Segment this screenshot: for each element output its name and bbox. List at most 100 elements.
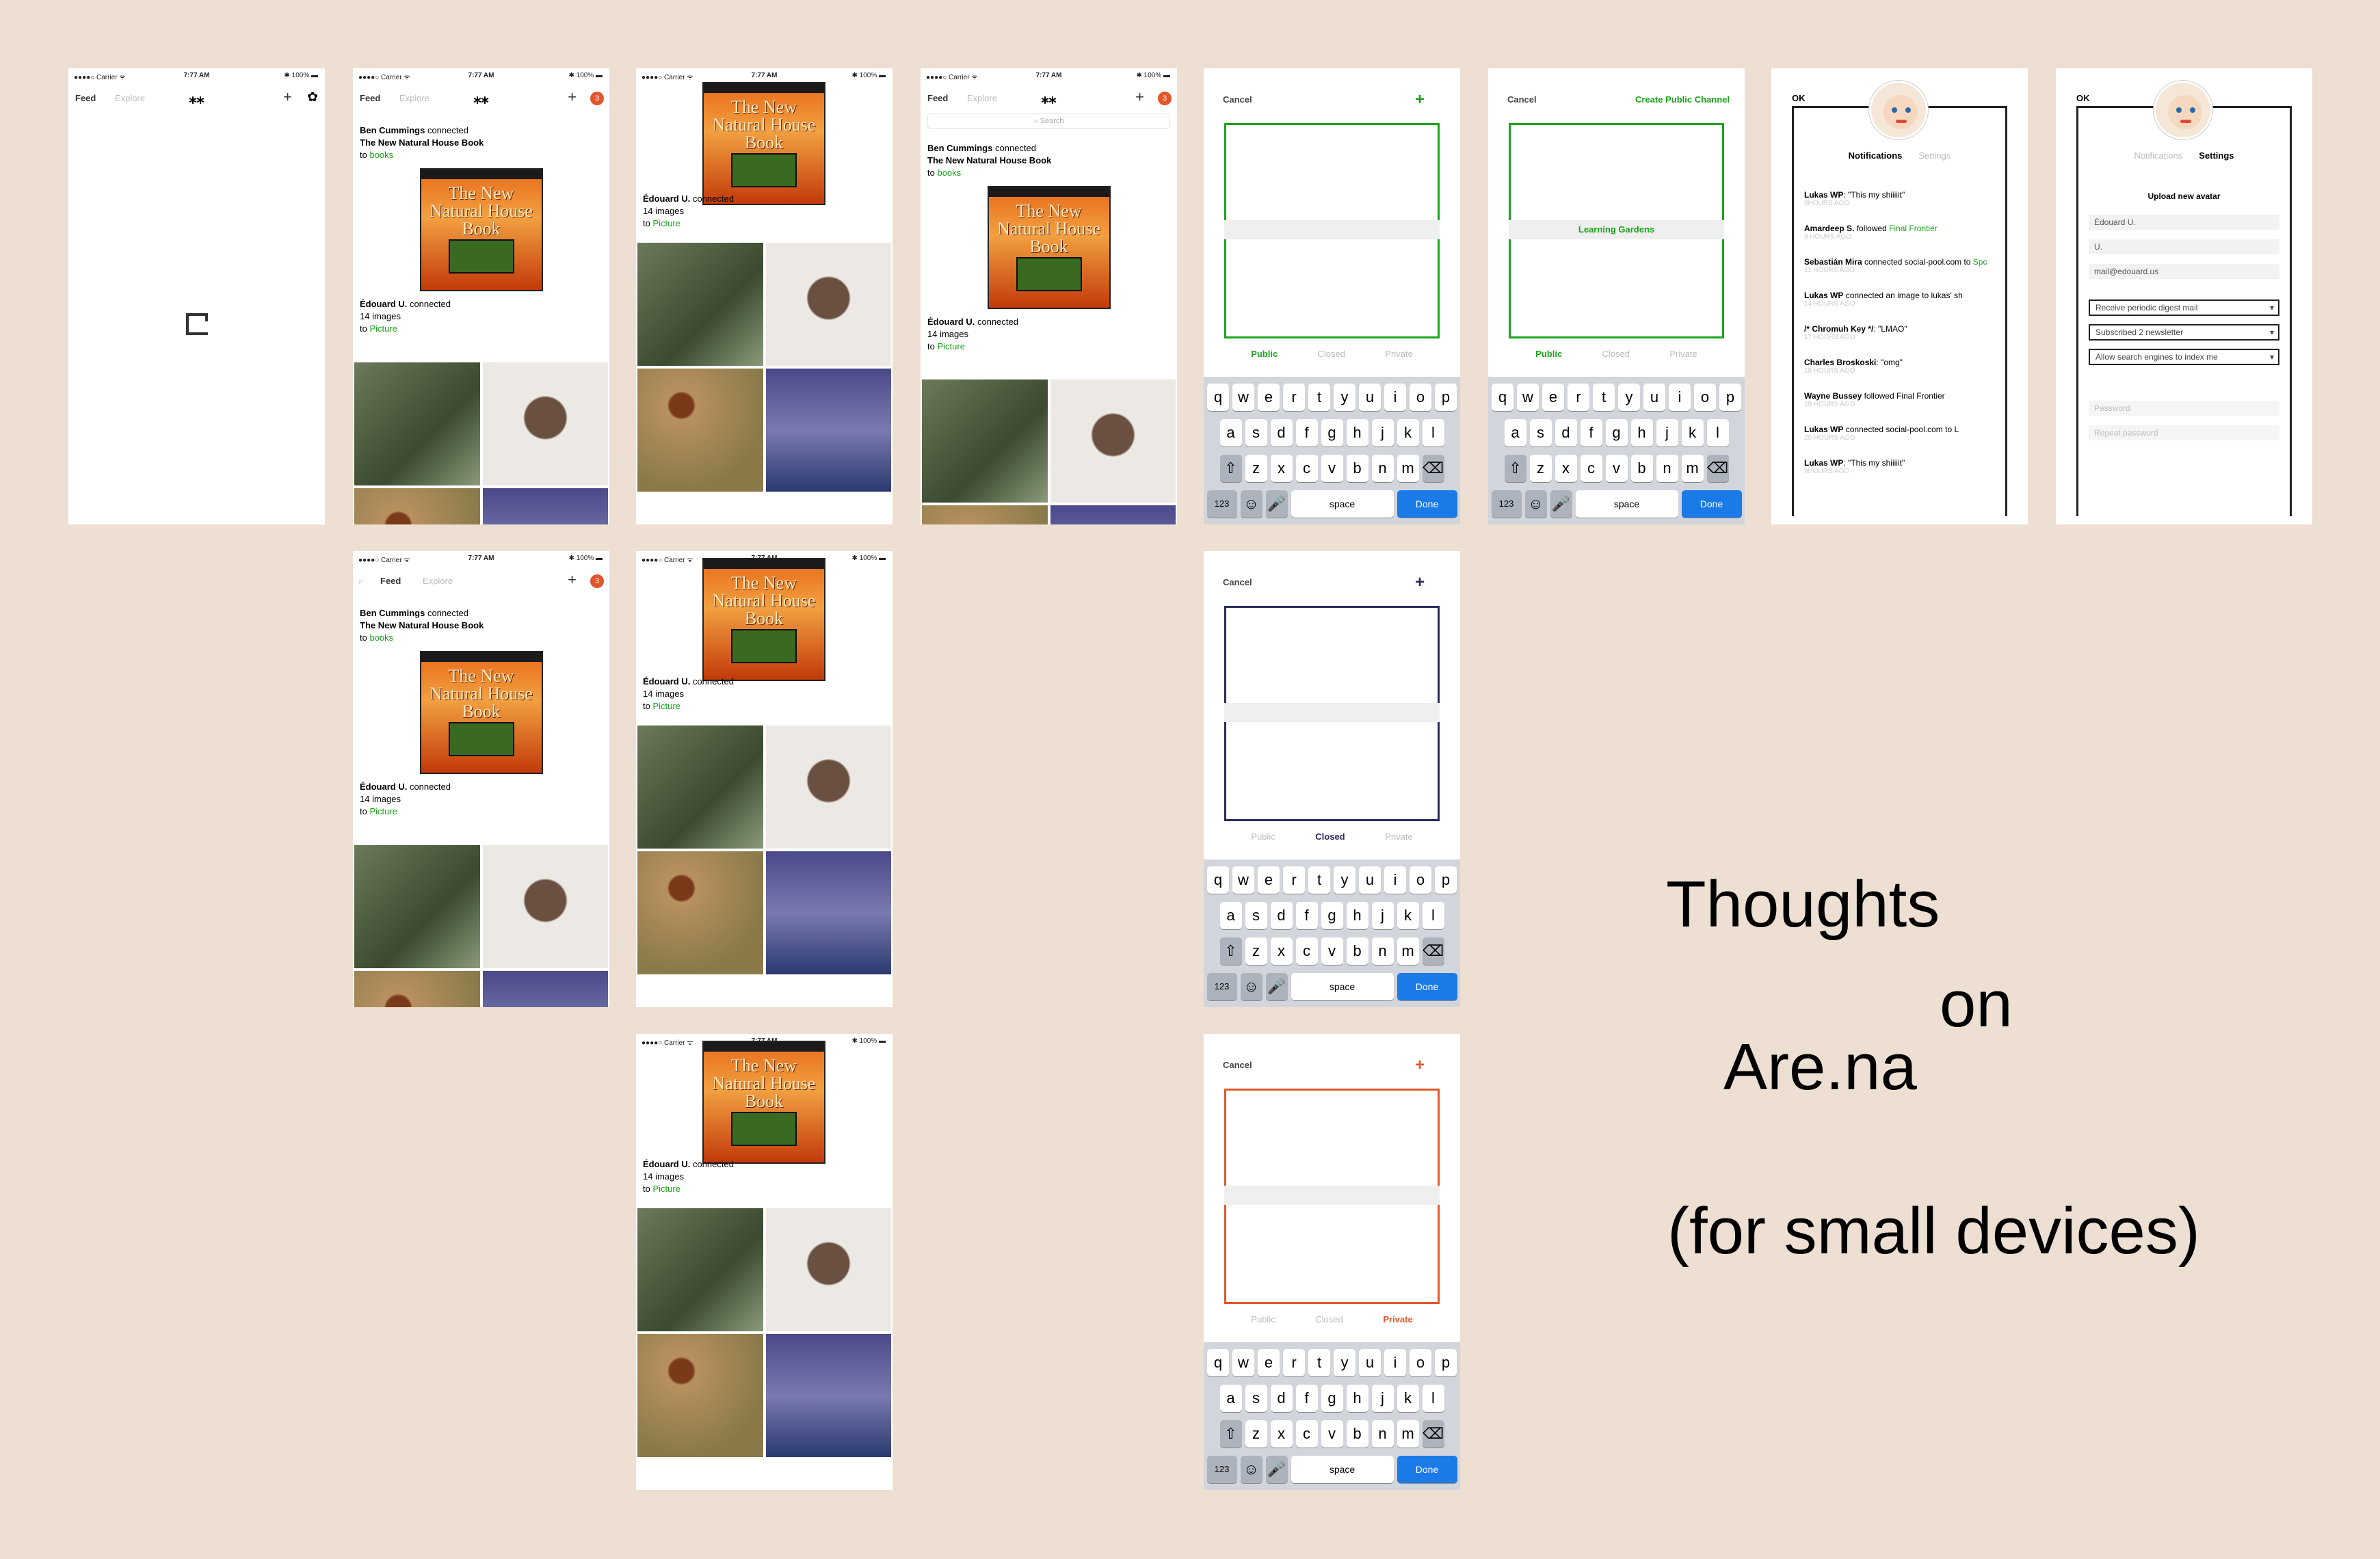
image-tile[interactable]	[637, 243, 763, 366]
key-q[interactable]: q	[1207, 1349, 1229, 1376]
key-g[interactable]: g	[1321, 902, 1343, 929]
numbers-key[interactable]: 123	[1491, 490, 1522, 518]
notification-user[interactable]: /* Chromuh Key */	[1804, 324, 1874, 334]
emoji-key[interactable]: ☺	[1240, 973, 1262, 1000]
key-i[interactable]: i	[1384, 384, 1406, 411]
feed-item-title[interactable]: The New Natural House Book	[927, 155, 1052, 165]
tab-closed[interactable]: Closed	[1315, 831, 1345, 842]
book-cover-image[interactable]: The New Natural House Book	[702, 82, 825, 205]
done-key[interactable]: Done	[1397, 490, 1457, 518]
image-tile[interactable]	[354, 971, 480, 1007]
key-n[interactable]: n	[1371, 937, 1394, 965]
notification-item[interactable]: /* Chromuh Key */: "LMAO" 17 HOURS AGO	[1804, 324, 2002, 341]
tab-closed[interactable]: Closed	[1317, 349, 1345, 359]
key-d[interactable]: d	[1555, 419, 1577, 447]
image-tile[interactable]	[765, 851, 891, 974]
book-cover-image[interactable]: The New Natural House Book	[419, 651, 543, 774]
key-g[interactable]: g	[1321, 1385, 1343, 1412]
mic-icon[interactable]: 🎤	[1265, 490, 1288, 518]
space-key[interactable]: space	[1291, 1456, 1394, 1483]
key-c[interactable]: c	[1295, 937, 1318, 965]
key-m[interactable]: m	[1397, 1420, 1419, 1448]
image-tile[interactable]	[922, 505, 1048, 524]
key-t[interactable]: t	[1308, 384, 1330, 411]
key-o[interactable]: o	[1694, 384, 1716, 411]
delete-key[interactable]: ⌫	[1422, 937, 1444, 965]
create-button[interactable]: +	[1414, 90, 1425, 109]
key-x[interactable]: x	[1555, 455, 1577, 482]
key-s[interactable]: s	[1245, 902, 1267, 929]
channel-name-input[interactable]: Learning Gardens	[1509, 220, 1724, 239]
notification-item[interactable]: Sebastián Mira connected social-pool.com…	[1804, 257, 2002, 274]
notification-item[interactable]: Amardeep S. followed Final Frontier 9 HOU…	[1804, 224, 2002, 241]
key-c[interactable]: c	[1295, 455, 1318, 482]
search-icon[interactable]: ⌕	[358, 576, 364, 586]
image-tile[interactable]	[354, 362, 480, 485]
key-n[interactable]: n	[1371, 455, 1394, 482]
tab-feed[interactable]: Feed	[927, 93, 949, 103]
key-i[interactable]: i	[1384, 1349, 1406, 1376]
key-u[interactable]: u	[1359, 384, 1381, 411]
image-tile[interactable]	[1050, 505, 1176, 524]
notification-user[interactable]: Wayne Bussey	[1804, 391, 1862, 401]
add-button[interactable]: +	[568, 88, 577, 105]
add-button[interactable]: +	[568, 571, 577, 588]
tab-notifications[interactable]: Notifications	[2134, 150, 2183, 161]
create-button[interactable]: +	[1414, 573, 1425, 591]
newsletter-select[interactable]: Subscribed 2 newsletter	[2089, 324, 2279, 341]
key-j[interactable]: j	[1371, 1385, 1394, 1412]
tab-public[interactable]: Public	[1535, 349, 1563, 359]
avatar[interactable]	[1869, 81, 1928, 139]
notification-badge[interactable]: 3	[590, 92, 604, 105]
shift-key[interactable]: ⇧	[1219, 1420, 1242, 1448]
gear-icon[interactable]: ✿	[307, 90, 318, 105]
numbers-key[interactable]: 123	[1206, 973, 1237, 1000]
cancel-button[interactable]: Cancel	[1223, 94, 1252, 105]
image-tile[interactable]	[765, 243, 891, 366]
key-d[interactable]: d	[1270, 419, 1293, 447]
key-e[interactable]: e	[1258, 384, 1280, 411]
image-tile[interactable]	[765, 725, 891, 849]
key-x[interactable]: x	[1270, 1420, 1293, 1448]
key-y[interactable]: y	[1618, 384, 1640, 411]
key-l[interactable]: l	[1422, 902, 1444, 929]
first-name-field[interactable]: Édouard U.	[2089, 215, 2279, 230]
key-b[interactable]: b	[1630, 455, 1653, 482]
image-tile[interactable]	[765, 1208, 891, 1331]
image-tile[interactable]	[482, 971, 608, 1007]
key-d[interactable]: d	[1270, 902, 1293, 929]
tab-private[interactable]: Private	[1385, 349, 1413, 359]
image-tile[interactable]	[637, 1208, 763, 1331]
tab-explore[interactable]: Explore	[423, 576, 453, 586]
tab-feed[interactable]: Feed	[360, 93, 381, 103]
mic-icon[interactable]: 🎤	[1265, 973, 1288, 1000]
channel-name-input[interactable]	[1224, 220, 1440, 239]
key-i[interactable]: i	[1384, 866, 1406, 894]
key-y[interactable]: y	[1334, 1349, 1356, 1376]
key-s[interactable]: s	[1245, 419, 1267, 447]
shift-key[interactable]: ⇧	[1219, 937, 1242, 965]
key-z[interactable]: z	[1245, 937, 1267, 965]
key-t[interactable]: t	[1308, 866, 1330, 894]
key-u[interactable]: u	[1359, 866, 1381, 894]
key-h[interactable]: h	[1346, 1385, 1368, 1412]
book-cover-image[interactable]: The New Natural House Book	[702, 1041, 825, 1164]
key-r[interactable]: r	[1283, 384, 1305, 411]
feed-item-title[interactable]: The New Natural House Book	[360, 137, 484, 148]
notification-item[interactable]: Wayne Bussey followed Final Frontier 19 H…	[1804, 391, 2002, 408]
avatar[interactable]	[2154, 81, 2212, 139]
key-o[interactable]: o	[1410, 384, 1431, 411]
key-a[interactable]: a	[1219, 419, 1242, 447]
key-m[interactable]: m	[1681, 455, 1704, 482]
key-o[interactable]: o	[1410, 1349, 1431, 1376]
key-w[interactable]: w	[1232, 866, 1254, 894]
key-e[interactable]: e	[1258, 1349, 1280, 1376]
tab-public[interactable]: Public	[1251, 831, 1275, 842]
key-k[interactable]: k	[1397, 419, 1419, 447]
notification-item[interactable]: Lukas WP connected an image to lukas' sh…	[1804, 291, 2002, 308]
done-key[interactable]: Done	[1397, 1456, 1457, 1483]
emoji-key[interactable]: ☺	[1524, 490, 1547, 518]
key-r[interactable]: r	[1283, 1349, 1305, 1376]
notification-user[interactable]: Lukas WP	[1804, 291, 1844, 300]
